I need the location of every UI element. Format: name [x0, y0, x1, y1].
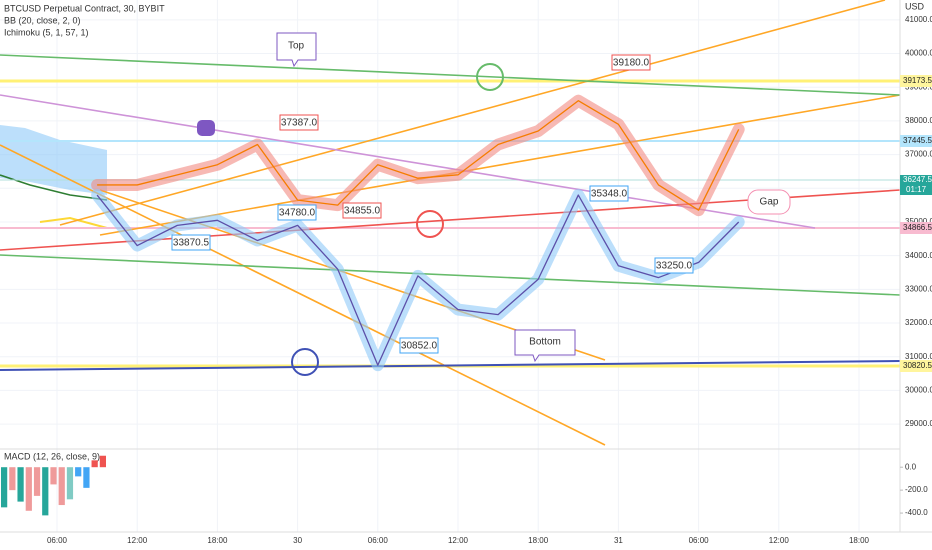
bar — [75, 467, 82, 477]
x-tick-label: 06:00 — [368, 536, 389, 545]
price-badges: 39173.5 37445.5 36247.5 01:17 34866.5 30… — [900, 75, 932, 372]
line — [96, 194, 740, 366]
price-box — [611, 54, 651, 71]
trend-line — [0, 54, 901, 96]
bar — [91, 460, 98, 468]
price-label: 36247.5 — [903, 175, 932, 184]
x-tick-label: 12:00 — [448, 536, 469, 545]
price-label: 34866.5 — [903, 223, 932, 232]
emoji — [197, 120, 215, 136]
x-tick-label: 18:00 — [849, 536, 870, 545]
annotation-boxes — [171, 32, 791, 363]
bar — [25, 467, 32, 511]
annotation: 39180.0 — [613, 58, 650, 69]
y-tick-label: 31000.0 — [905, 352, 932, 361]
y-tick-label: 38000.0 — [905, 116, 932, 125]
y-tick-label: 0.0 — [905, 462, 917, 471]
bar — [66, 467, 74, 500]
badge — [900, 135, 932, 147]
macd-title: MACD (12, 26, close, 9) — [4, 451, 100, 461]
countdown-label: 01:17 — [906, 185, 927, 194]
annotation: Bottom — [529, 337, 561, 348]
callout — [747, 189, 791, 215]
annotation: 33870.5 — [173, 238, 210, 249]
indicator-label: BB (20, close, 2, 0) — [4, 15, 81, 25]
annotation: 33250.0 — [656, 261, 693, 272]
annotation: 37387.0 — [281, 118, 318, 129]
emojis — [197, 63, 504, 376]
y-tick-label: -200.0 — [905, 485, 928, 494]
header: BTCUSD Perpetual Contract, 30, BYBIT BB … — [4, 1, 925, 461]
badge — [900, 175, 932, 195]
x-tick-label: 12:00 — [769, 536, 790, 545]
emoji — [416, 210, 444, 238]
price-box — [342, 202, 382, 219]
y-tick-label: 34000.0 — [905, 251, 932, 260]
annotation: 30852.0 — [401, 341, 438, 352]
x-tick-label: 12:00 — [127, 536, 148, 545]
annotation: 35348.0 — [591, 189, 628, 200]
bar — [33, 467, 41, 496]
indicator-label: Ichimoku (5, 1, 57, 1) — [4, 27, 89, 37]
price-label: 37445.5 — [903, 136, 932, 145]
trend-line — [99, 94, 901, 236]
y-tick-label: 33000.0 — [905, 284, 932, 293]
line — [97, 100, 740, 211]
y-tick-label: 41000.0 — [905, 15, 932, 24]
callout — [514, 329, 576, 363]
y-tick-label: 40000.0 — [905, 49, 932, 58]
bar — [58, 467, 65, 506]
unit-label: USD — [905, 1, 925, 11]
drawings — [0, 0, 932, 533]
price-box — [279, 114, 319, 131]
badge — [900, 75, 932, 87]
bar — [99, 455, 106, 468]
bar — [1, 467, 8, 508]
annotation: 34855.0 — [344, 206, 381, 217]
annotation-texts: Top 37387.0 39180.0 34855.0 34780.0 3387… — [173, 41, 779, 352]
bb-line — [39, 216, 108, 229]
annotation: Gap — [760, 197, 779, 208]
price-box — [399, 337, 439, 354]
chart-title: BTCUSD Perpetual Contract, 30, BYBIT — [4, 3, 165, 13]
x-tick-label: 30 — [293, 536, 302, 545]
price-box — [654, 257, 694, 274]
annotation: Top — [288, 41, 305, 52]
y-tick-label: 29000.0 — [905, 419, 932, 428]
emoji — [291, 348, 319, 376]
bar — [42, 467, 49, 516]
badge — [900, 222, 932, 234]
badge — [900, 360, 932, 372]
x-tick-label: 18:00 — [207, 536, 228, 545]
y-tick-label: 32000.0 — [905, 318, 932, 327]
x-tick-label: 06:00 — [47, 536, 68, 545]
price-label: 30820.5 — [903, 361, 932, 370]
ichimoku-cloud — [0, 125, 107, 195]
price-box — [589, 185, 629, 202]
y-tick-label: -400.0 — [905, 508, 928, 517]
callout — [276, 32, 317, 68]
trend-line — [0, 360, 901, 371]
annotation: 34780.0 — [279, 208, 316, 219]
x-tick-label: 06:00 — [689, 536, 710, 545]
price-box — [277, 204, 317, 221]
y-tick-label: 35000.0 — [905, 217, 932, 226]
bar — [9, 467, 16, 491]
emoji — [476, 63, 504, 91]
trend-line — [0, 94, 816, 229]
trend-line — [0, 254, 901, 296]
trend-line — [59, 0, 886, 226]
x-tick-label: 31 — [614, 536, 623, 545]
y-tick-label: 37000.0 — [905, 150, 932, 159]
bar — [50, 467, 57, 485]
price-label: 39173.5 — [903, 76, 932, 85]
bar — [83, 467, 90, 488]
y-tick-label: 30000.0 — [905, 386, 932, 395]
bar — [17, 467, 24, 502]
x-tick-label: 18:00 — [528, 536, 549, 545]
price-box — [171, 234, 211, 251]
